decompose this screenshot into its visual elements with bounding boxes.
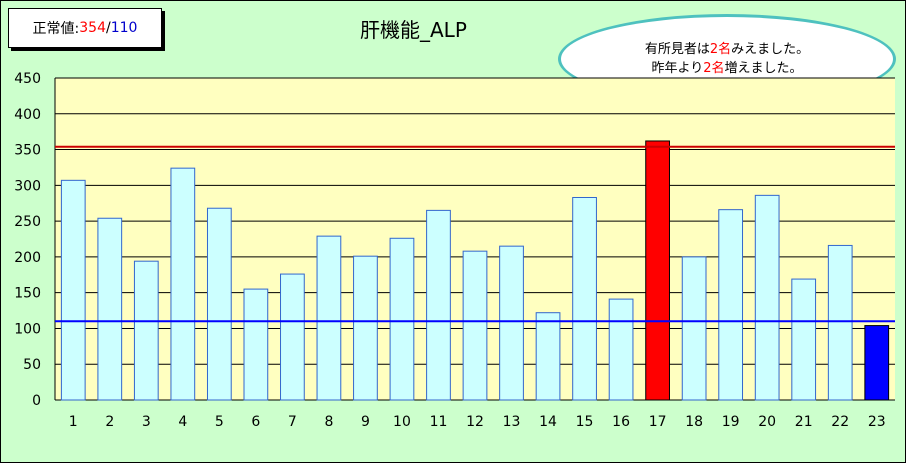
y-tick-label: 200 <box>14 250 41 266</box>
bar <box>170 167 196 401</box>
bar <box>718 209 744 401</box>
y-tick-label: 100 <box>14 321 41 337</box>
x-tick-label: 17 <box>649 414 667 430</box>
x-tick-label: 11 <box>430 414 448 430</box>
x-tick-label: 22 <box>831 414 849 430</box>
bar <box>791 278 817 401</box>
x-tick-label: 1 <box>69 414 78 430</box>
x-tick-label: 5 <box>215 414 224 430</box>
chart-title: 肝機能_ALP <box>360 18 467 42</box>
y-tick-label: 250 <box>14 214 41 230</box>
bar <box>681 256 707 401</box>
y-tick-label: 400 <box>14 107 41 123</box>
y-tick-label: 0 <box>32 393 41 409</box>
x-tick-label: 8 <box>324 414 333 430</box>
bar <box>280 273 305 401</box>
x-tick-label: 7 <box>288 414 297 430</box>
normal-range-box: 正常値: 354/110 <box>8 8 162 48</box>
x-tick-label: 20 <box>758 414 776 430</box>
bar <box>608 298 634 401</box>
bar <box>133 260 159 401</box>
x-tick-label: 15 <box>576 414 594 430</box>
y-tick-label: 300 <box>14 178 41 194</box>
bar <box>645 140 670 401</box>
x-tick-label: 9 <box>361 414 370 430</box>
x-tick-label: 18 <box>685 414 703 430</box>
x-tick-label: 23 <box>868 414 886 430</box>
bar <box>462 250 488 401</box>
x-tick-label: 16 <box>612 414 630 430</box>
x-tick-label: 19 <box>722 414 740 430</box>
bar <box>827 244 853 401</box>
bar <box>316 235 342 401</box>
bar <box>389 237 415 401</box>
bar <box>426 209 451 401</box>
y-tick-label: 150 <box>14 286 41 302</box>
normal-range-separator: / <box>106 20 111 36</box>
bar <box>864 325 890 401</box>
y-tick-label: 350 <box>14 143 41 159</box>
bar <box>353 255 378 401</box>
x-tick-label: 2 <box>105 414 114 430</box>
x-tick-label: 6 <box>251 414 260 430</box>
y-tick-label: 50 <box>23 357 41 373</box>
bar <box>499 245 524 401</box>
bar <box>243 288 269 401</box>
bar <box>572 196 597 401</box>
x-tick-label: 3 <box>142 414 151 430</box>
x-tick-label: 4 <box>178 414 187 430</box>
bar <box>535 312 561 401</box>
x-tick-label: 13 <box>503 414 521 430</box>
bar <box>754 194 780 401</box>
findings-note-line2: 昨年より2名増えました。 <box>651 61 803 76</box>
normal-range-upper: 354 <box>79 20 106 36</box>
bar <box>60 179 86 401</box>
findings-note-line1: 有所見者は2名みえました。 <box>644 42 810 57</box>
normal-range-lower: 110 <box>110 20 138 36</box>
normal-range-label: 正常値: <box>32 21 80 37</box>
bar <box>206 207 232 401</box>
x-tick-label: 21 <box>795 414 813 430</box>
bar <box>97 217 123 401</box>
x-tick-label: 14 <box>539 414 557 430</box>
x-tick-label: 10 <box>393 414 411 430</box>
y-tick-label: 450 <box>14 71 41 87</box>
x-tick-label: 12 <box>466 414 484 430</box>
